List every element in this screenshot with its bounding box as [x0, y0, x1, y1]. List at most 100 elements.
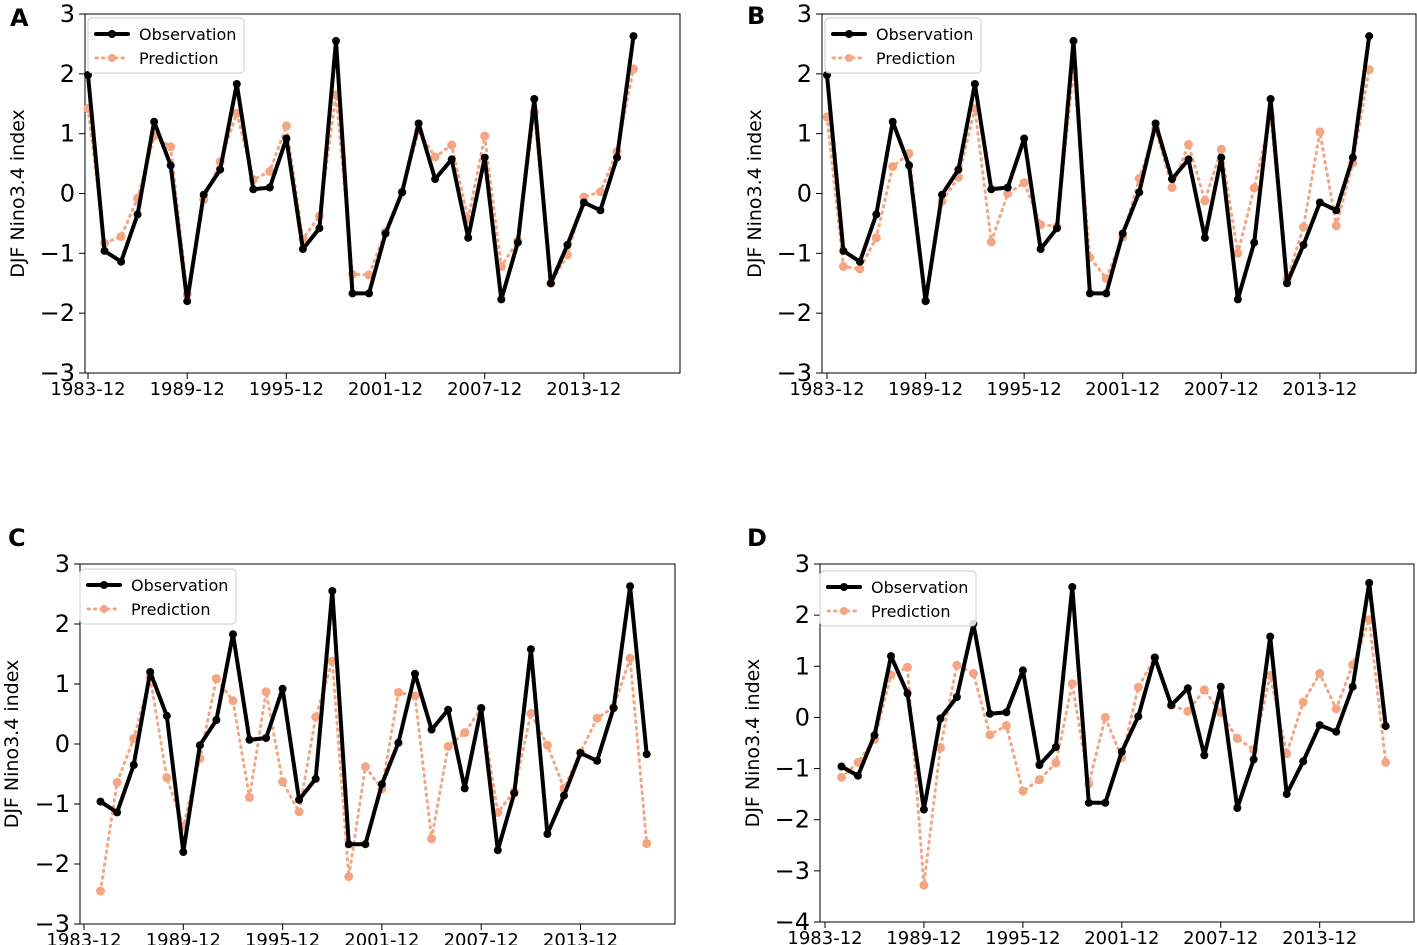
observation-point [447, 155, 456, 164]
x-tick-label: 1983-12 [50, 379, 125, 400]
observation-point [1250, 238, 1259, 247]
observation-point [245, 735, 254, 744]
observation-point [444, 705, 453, 714]
observation-point [199, 190, 208, 199]
prediction-point [1183, 706, 1193, 716]
observation-point [563, 241, 572, 249]
observation-point [394, 738, 403, 747]
observation-point [1135, 188, 1144, 197]
observation-point [1348, 153, 1357, 162]
y-tick-label: 0 [795, 703, 810, 731]
prediction-point [1299, 222, 1308, 232]
prediction-point [1381, 757, 1391, 767]
observation-point [315, 224, 324, 233]
observation-point [1002, 708, 1011, 717]
x-tick-label: 2007-12 [447, 379, 522, 400]
prediction-point [1051, 758, 1061, 768]
observation-point [854, 771, 862, 780]
prediction-point [1315, 127, 1325, 137]
prediction-point [542, 740, 552, 750]
legend-marker [845, 54, 853, 62]
observation-point [1315, 198, 1324, 207]
legend-marker [845, 30, 853, 38]
observation-point [936, 714, 945, 723]
observation-point [195, 741, 204, 750]
observation-point [1233, 804, 1242, 812]
prediction-line [86, 67, 635, 297]
observation-point [1020, 134, 1029, 143]
observation-point [265, 183, 274, 192]
legend: Observation Prediction [87, 17, 245, 74]
prediction-point [1249, 183, 1259, 193]
x-tick-label: 1989-12 [146, 930, 221, 945]
observation-point [249, 185, 258, 194]
prediction-line [99, 656, 649, 893]
observation-point [117, 257, 126, 266]
panel-a: A DJF Nino3.4 index −3 −2 −1 0 1 2 3 1983-12 1989-… [7, 0, 681, 400]
legend-label: Observation [876, 25, 973, 44]
x-tick-label: 2007-12 [444, 930, 519, 945]
y-tick-label: −2 [35, 850, 70, 878]
observation-point [166, 161, 175, 170]
observation-point [1315, 721, 1324, 730]
prediction-line [825, 67, 1371, 303]
panel-c: C DJF Nino3.4 index −3 −2 −1 0 1 2 3 1983-12 1989-… [1, 524, 676, 945]
prediction-point [1199, 685, 1209, 695]
observation-point [987, 185, 996, 194]
observation-point [381, 229, 390, 238]
y-tick-label: 3 [55, 550, 70, 578]
observation-point [1233, 295, 1242, 304]
legend-label: Observation [871, 578, 968, 597]
legend-marker [840, 607, 848, 615]
x-tick-label: 1995-12 [249, 379, 324, 400]
prediction-point [1167, 183, 1177, 192]
prediction-point [364, 270, 374, 280]
legend-label: Prediction [131, 600, 210, 619]
x-tick-label: 2013-12 [543, 930, 618, 945]
observation-point [298, 245, 307, 254]
prediction-point [1233, 248, 1243, 258]
observation-point [560, 791, 568, 800]
y-tick-label: −3 [777, 359, 812, 387]
observation-point [1168, 175, 1176, 184]
prediction-point [460, 728, 470, 738]
prediction-point [1216, 144, 1226, 154]
observation-point [952, 693, 961, 701]
x-tick-label: 1983-12 [46, 930, 121, 945]
y-axis-label: DJF Nino3.4 index [1, 660, 23, 829]
legend-label: Observation [131, 576, 228, 595]
panel-letter: C [8, 524, 26, 552]
observation-point [1003, 183, 1012, 192]
observation-point [229, 630, 237, 639]
observation-point [328, 587, 337, 595]
y-tick-label: 3 [795, 550, 810, 578]
y-tick-label: 3 [60, 0, 75, 28]
prediction-point [278, 777, 288, 787]
observation-point [1084, 798, 1093, 807]
x-tick-label: 1995-12 [985, 928, 1060, 945]
prediction-point [837, 772, 846, 782]
observation-point [344, 840, 353, 849]
observation-line [86, 34, 636, 304]
prediction-point [952, 660, 962, 670]
prediction-point [903, 662, 912, 672]
observation-point [1069, 36, 1078, 45]
observation-point [295, 795, 304, 804]
prediction-point [855, 264, 865, 274]
observation-point [887, 652, 895, 661]
observation-point [526, 645, 535, 654]
observation-point [613, 153, 621, 162]
prediction-point [838, 262, 848, 271]
prediction-point [919, 880, 929, 890]
observation-point [1249, 755, 1258, 764]
legend: Observation Prediction [819, 570, 977, 627]
prediction-point [281, 121, 291, 131]
prediction-point [1003, 189, 1013, 198]
x-tick-label: 1983-12 [787, 928, 862, 945]
observation-point [543, 830, 552, 838]
observation-point [278, 684, 287, 693]
prediction-point [427, 834, 437, 844]
x-tick-label: 1989-12 [150, 379, 225, 400]
observation-point [1200, 751, 1209, 760]
y-tick-label: −4 [775, 908, 810, 936]
